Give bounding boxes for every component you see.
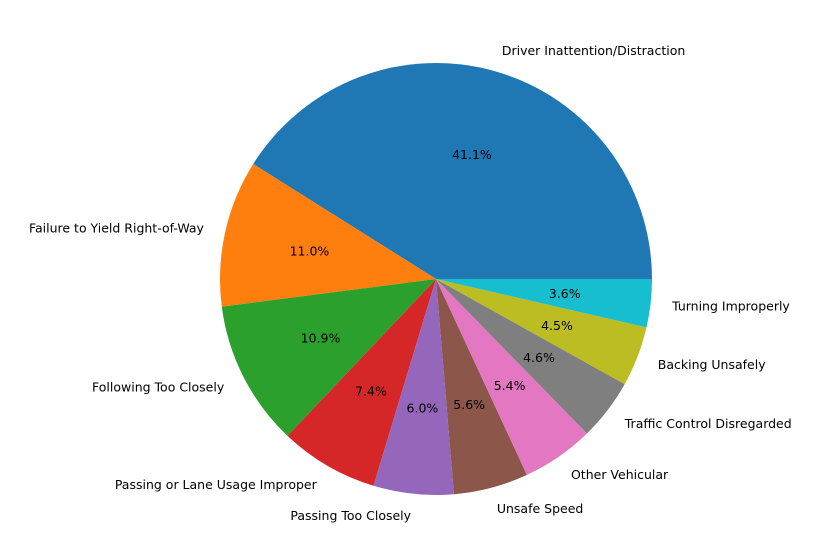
pie-pct-label-unsafe-speed: 5.6% (453, 397, 485, 412)
pie-slice-failure-to-yield-right-of-way (220, 163, 436, 307)
pie-slice-unsafe-speed (436, 279, 527, 495)
labels-layer: 41.1% Driver Inattention/Distraction 11.0%… (29, 43, 792, 523)
pie-category-label-turning-improperly: Turning Improperly (671, 298, 790, 313)
pie-category-label-passing-or-lane-usage-improper: Passing or Lane Usage Improper (115, 477, 318, 492)
pie-slice-driver-inattention-distraction (253, 63, 652, 279)
pie-category-label-backing-unsafely: Backing Unsafely (658, 357, 766, 372)
slices-layer (220, 63, 652, 495)
pie-pct-label-driver-inattention-distraction: 41.1% (452, 147, 492, 162)
pie-category-label-driver-inattention-distraction: Driver Inattention/Distraction (502, 43, 685, 58)
pie-category-label-unsafe-speed: Unsafe Speed (497, 501, 583, 516)
pie-pct-label-failure-to-yield-right-of-way: 11.0% (290, 244, 330, 259)
pie-pct-label-traffic-control-disregarded: 4.6% (523, 350, 555, 365)
pie-pct-label-passing-too-closely: 6.0% (407, 400, 439, 415)
pie-category-label-traffic-control-disregarded: Traffic Control Disregarded (624, 416, 792, 431)
pie-pct-label-turning-improperly: 3.6% (549, 286, 581, 301)
pie-slice-following-too-closely (221, 279, 436, 436)
pie-category-label-failure-to-yield-right-of-way: Failure to Yield Right-of-Way (29, 220, 205, 235)
pie-category-label-following-too-closely: Following Too Closely (92, 379, 225, 394)
pie-slice-passing-or-lane-usage-improper (287, 279, 436, 486)
pie-slice-backing-unsafely (436, 279, 647, 385)
pie-slice-turning-improperly (436, 279, 652, 328)
pie-slice-passing-too-closely (373, 279, 454, 495)
pie-category-label-passing-too-closely: Passing Too Closely (290, 508, 411, 523)
pie-pct-label-backing-unsafely: 4.5% (541, 318, 573, 333)
pie-pct-label-following-too-closely: 10.9% (301, 330, 341, 345)
pie-category-label-other-vehicular: Other Vehicular (571, 467, 669, 482)
pie-pct-label-other-vehicular: 5.4% (494, 378, 526, 393)
pie-slice-other-vehicular (436, 279, 587, 475)
pie-slice-traffic-control-disregarded (436, 279, 625, 434)
pie-pct-label-passing-or-lane-usage-improper: 7.4% (355, 384, 387, 399)
